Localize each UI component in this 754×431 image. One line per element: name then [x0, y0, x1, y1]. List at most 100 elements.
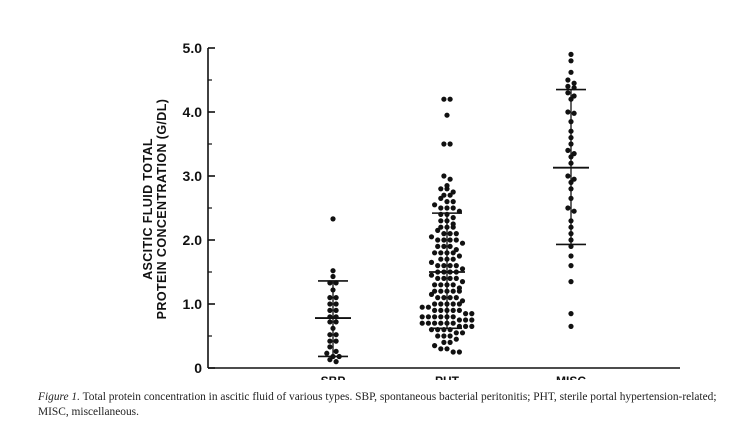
- data-point: [441, 192, 447, 198]
- data-point: [444, 224, 450, 230]
- data-point: [444, 256, 450, 262]
- data-point: [459, 298, 466, 304]
- data-point: [447, 275, 453, 281]
- data-point: [330, 287, 336, 293]
- x-category-label: SBP: [321, 374, 346, 380]
- data-point: [438, 301, 444, 307]
- data-point: [444, 199, 450, 205]
- data-point: [568, 186, 574, 192]
- data-point: [327, 344, 333, 350]
- data-point: [463, 323, 469, 329]
- series-sbp: [315, 216, 351, 365]
- data-point: [571, 80, 577, 86]
- dot-plot-chart: 0 1.0 2.0 3.0 4.0 5.0 SBP PHT MISC ASCITIC FLUI…: [141, 40, 680, 380]
- data-point: [450, 205, 456, 211]
- y-tick-label: 0: [194, 360, 202, 376]
- data-point: [441, 295, 447, 301]
- x-axis: SBP PHT MISC: [208, 367, 680, 380]
- data-point: [333, 348, 339, 354]
- data-point: [456, 208, 462, 214]
- data-point: [441, 333, 447, 339]
- data-point: [441, 243, 447, 249]
- data-point: [327, 295, 333, 301]
- series-misc: [553, 51, 589, 329]
- data-point: [568, 119, 574, 125]
- data-point: [568, 141, 574, 147]
- data-point: [327, 301, 333, 307]
- y-axis-title-line-1: ASCITIC FLUID TOTAL: [141, 138, 155, 280]
- x-category-label: PHT: [435, 374, 460, 380]
- data-point: [450, 199, 456, 205]
- data-point: [438, 211, 444, 217]
- figure-caption-text: Total protein concentration in ascitic f…: [38, 391, 717, 418]
- data-point: [432, 288, 438, 294]
- data-point: [568, 253, 574, 259]
- data-point: [444, 183, 450, 189]
- data-point: [571, 208, 577, 214]
- data-point: [435, 269, 441, 275]
- data-point: [441, 237, 447, 243]
- data-point: [456, 317, 462, 323]
- data-point: [327, 280, 333, 286]
- data-point: [447, 295, 453, 301]
- data-point: [453, 263, 459, 269]
- data-point: [435, 237, 441, 243]
- data-point: [453, 275, 459, 281]
- data-point: [453, 330, 459, 336]
- data-point: [565, 90, 571, 96]
- data-point: [456, 307, 462, 313]
- data-point: [444, 112, 450, 118]
- data-point: [438, 218, 444, 224]
- data-point: [432, 202, 438, 208]
- data-point: [571, 110, 577, 116]
- data-point: [428, 272, 435, 278]
- data-point: [444, 314, 450, 320]
- data-point: [453, 247, 459, 253]
- data-point: [333, 301, 339, 307]
- data-point: [327, 357, 333, 363]
- data-point: [459, 279, 466, 285]
- data-point: [438, 282, 444, 288]
- data-point: [441, 141, 447, 147]
- data-point: [441, 231, 447, 237]
- data-point: [568, 58, 574, 64]
- data-point: [447, 327, 453, 333]
- data-point: [447, 269, 453, 275]
- data-point: [450, 320, 456, 326]
- y-tick-label: 3.0: [183, 168, 203, 184]
- data-point: [327, 307, 333, 313]
- data-point: [565, 109, 571, 115]
- data-point: [327, 314, 333, 320]
- figure-label: Figure 1.: [38, 391, 80, 403]
- data-point: [565, 173, 571, 179]
- data-point: [444, 307, 450, 313]
- data-point: [432, 320, 438, 326]
- x-category-label: MISC: [556, 374, 586, 380]
- data-point: [459, 240, 466, 246]
- data-point: [456, 349, 462, 355]
- data-point: [330, 273, 336, 280]
- data-point: [444, 211, 450, 217]
- data-point: [568, 218, 574, 224]
- data-point: [444, 346, 450, 352]
- data-point: [565, 205, 571, 211]
- data-point: [571, 85, 577, 91]
- data-point: [456, 301, 462, 307]
- data-point: [333, 280, 339, 286]
- data-point: [447, 176, 453, 182]
- data-point: [568, 160, 574, 166]
- data-point: [565, 83, 571, 89]
- data-point: [447, 263, 453, 269]
- data-point: [447, 96, 453, 102]
- data-point: [450, 288, 456, 294]
- data-point: [453, 231, 459, 237]
- data-point: [565, 147, 571, 153]
- data-point: [441, 327, 447, 333]
- data-point: [425, 314, 431, 320]
- data-point: [450, 189, 456, 195]
- data-point: [456, 253, 462, 259]
- data-point: [327, 338, 333, 344]
- data-point: [444, 301, 450, 307]
- data-point: [453, 237, 459, 243]
- data-marks: [315, 51, 589, 365]
